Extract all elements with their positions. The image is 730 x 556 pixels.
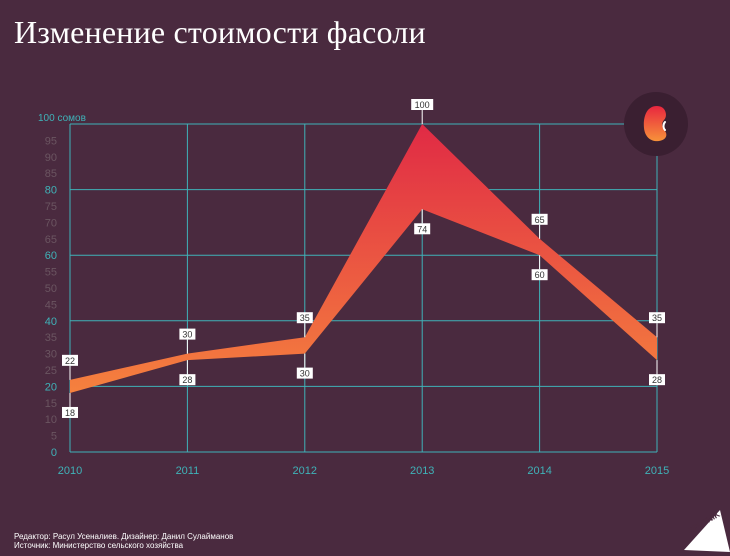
- svg-text:28: 28: [182, 375, 192, 385]
- y-tick-label: 80: [45, 185, 57, 197]
- svg-text:100: 100: [415, 100, 430, 110]
- y-tick-label: 70: [45, 217, 57, 229]
- svg-text:35: 35: [652, 313, 662, 323]
- y-axis-ticks: 0 5 10 15 20 25 30 35 40 45 50 55 60 65 70 75 80 85 90 95 10…: [38, 113, 86, 459]
- price-band-area: [70, 124, 657, 393]
- svg-text:28: 28: [652, 375, 662, 385]
- x-tick-label: 2013: [410, 465, 434, 477]
- grid: [69, 123, 658, 453]
- max-value-label: 35: [649, 312, 665, 338]
- y-tick-label: 15: [45, 398, 57, 410]
- sputnik-logo: [684, 510, 730, 552]
- max-value-label: 100: [411, 99, 434, 124]
- y-tick-label: 60: [45, 250, 57, 262]
- max-value-label: 22: [62, 354, 78, 380]
- min-value-label: 18: [62, 392, 78, 418]
- svg-text:74: 74: [417, 224, 427, 234]
- svg-text:65: 65: [535, 215, 545, 225]
- min-value-label: 28: [649, 360, 665, 386]
- x-tick-label: 2015: [645, 465, 669, 477]
- y-tick-label: 0: [51, 447, 57, 459]
- y-tick-label: 65: [45, 234, 57, 246]
- y-tick-label: 90: [45, 152, 57, 164]
- y-tick-label: 55: [45, 267, 57, 279]
- y-tick-label: 40: [45, 316, 57, 328]
- x-tick-label: 2010: [58, 465, 82, 477]
- y-tick-label: 30: [45, 349, 57, 361]
- min-value-label: 30: [296, 353, 313, 379]
- y-tick-label: 100 сомов: [38, 113, 86, 124]
- page-title: Изменение стоимости фасоли: [14, 14, 426, 50]
- y-tick-label: 35: [45, 332, 57, 344]
- x-tick-label: 2014: [527, 465, 551, 477]
- max-value-label: 35: [296, 312, 313, 338]
- svg-text:30: 30: [300, 369, 310, 379]
- y-tick-label: 45: [45, 299, 57, 311]
- svg-text:60: 60: [535, 270, 545, 280]
- y-tick-label: 85: [45, 168, 57, 180]
- x-tick-label: 2011: [176, 465, 200, 477]
- min-value-label: 60: [531, 255, 548, 281]
- y-tick-label: 20: [45, 381, 57, 393]
- svg-text:18: 18: [65, 408, 75, 418]
- footer-source: Источник: Министерство сельского хозяйст…: [14, 541, 184, 550]
- svg-text:35: 35: [300, 313, 310, 323]
- y-tick-label: 5: [51, 431, 57, 443]
- footer-credits: Редактор: Расул Усеналиев. Дизайнер: Дан…: [14, 532, 234, 541]
- price-band: [70, 124, 657, 393]
- x-tick-label: 2012: [293, 465, 317, 477]
- max-value-label: 30: [179, 328, 196, 354]
- footer: Редактор: Расул Усеналиев. Дизайнер: Дан…: [14, 532, 233, 550]
- y-tick-label: 75: [45, 201, 57, 213]
- data-labels: 22 30 35 100 65 35 18 28 30 74 60 28: [62, 99, 665, 418]
- x-axis-ticks: 2010 2011 2012 2013 2014 2015: [58, 465, 669, 477]
- bean-icon: [624, 92, 688, 156]
- y-tick-label: 25: [45, 365, 57, 377]
- y-tick-label: 10: [45, 414, 57, 426]
- min-value-label: 28: [179, 360, 196, 386]
- y-tick-label: 50: [45, 283, 57, 295]
- svg-text:22: 22: [65, 356, 75, 366]
- min-value-label: 74: [414, 209, 431, 235]
- svg-text:30: 30: [182, 330, 192, 340]
- y-tick-label: 95: [45, 135, 57, 147]
- max-value-label: 65: [531, 213, 548, 239]
